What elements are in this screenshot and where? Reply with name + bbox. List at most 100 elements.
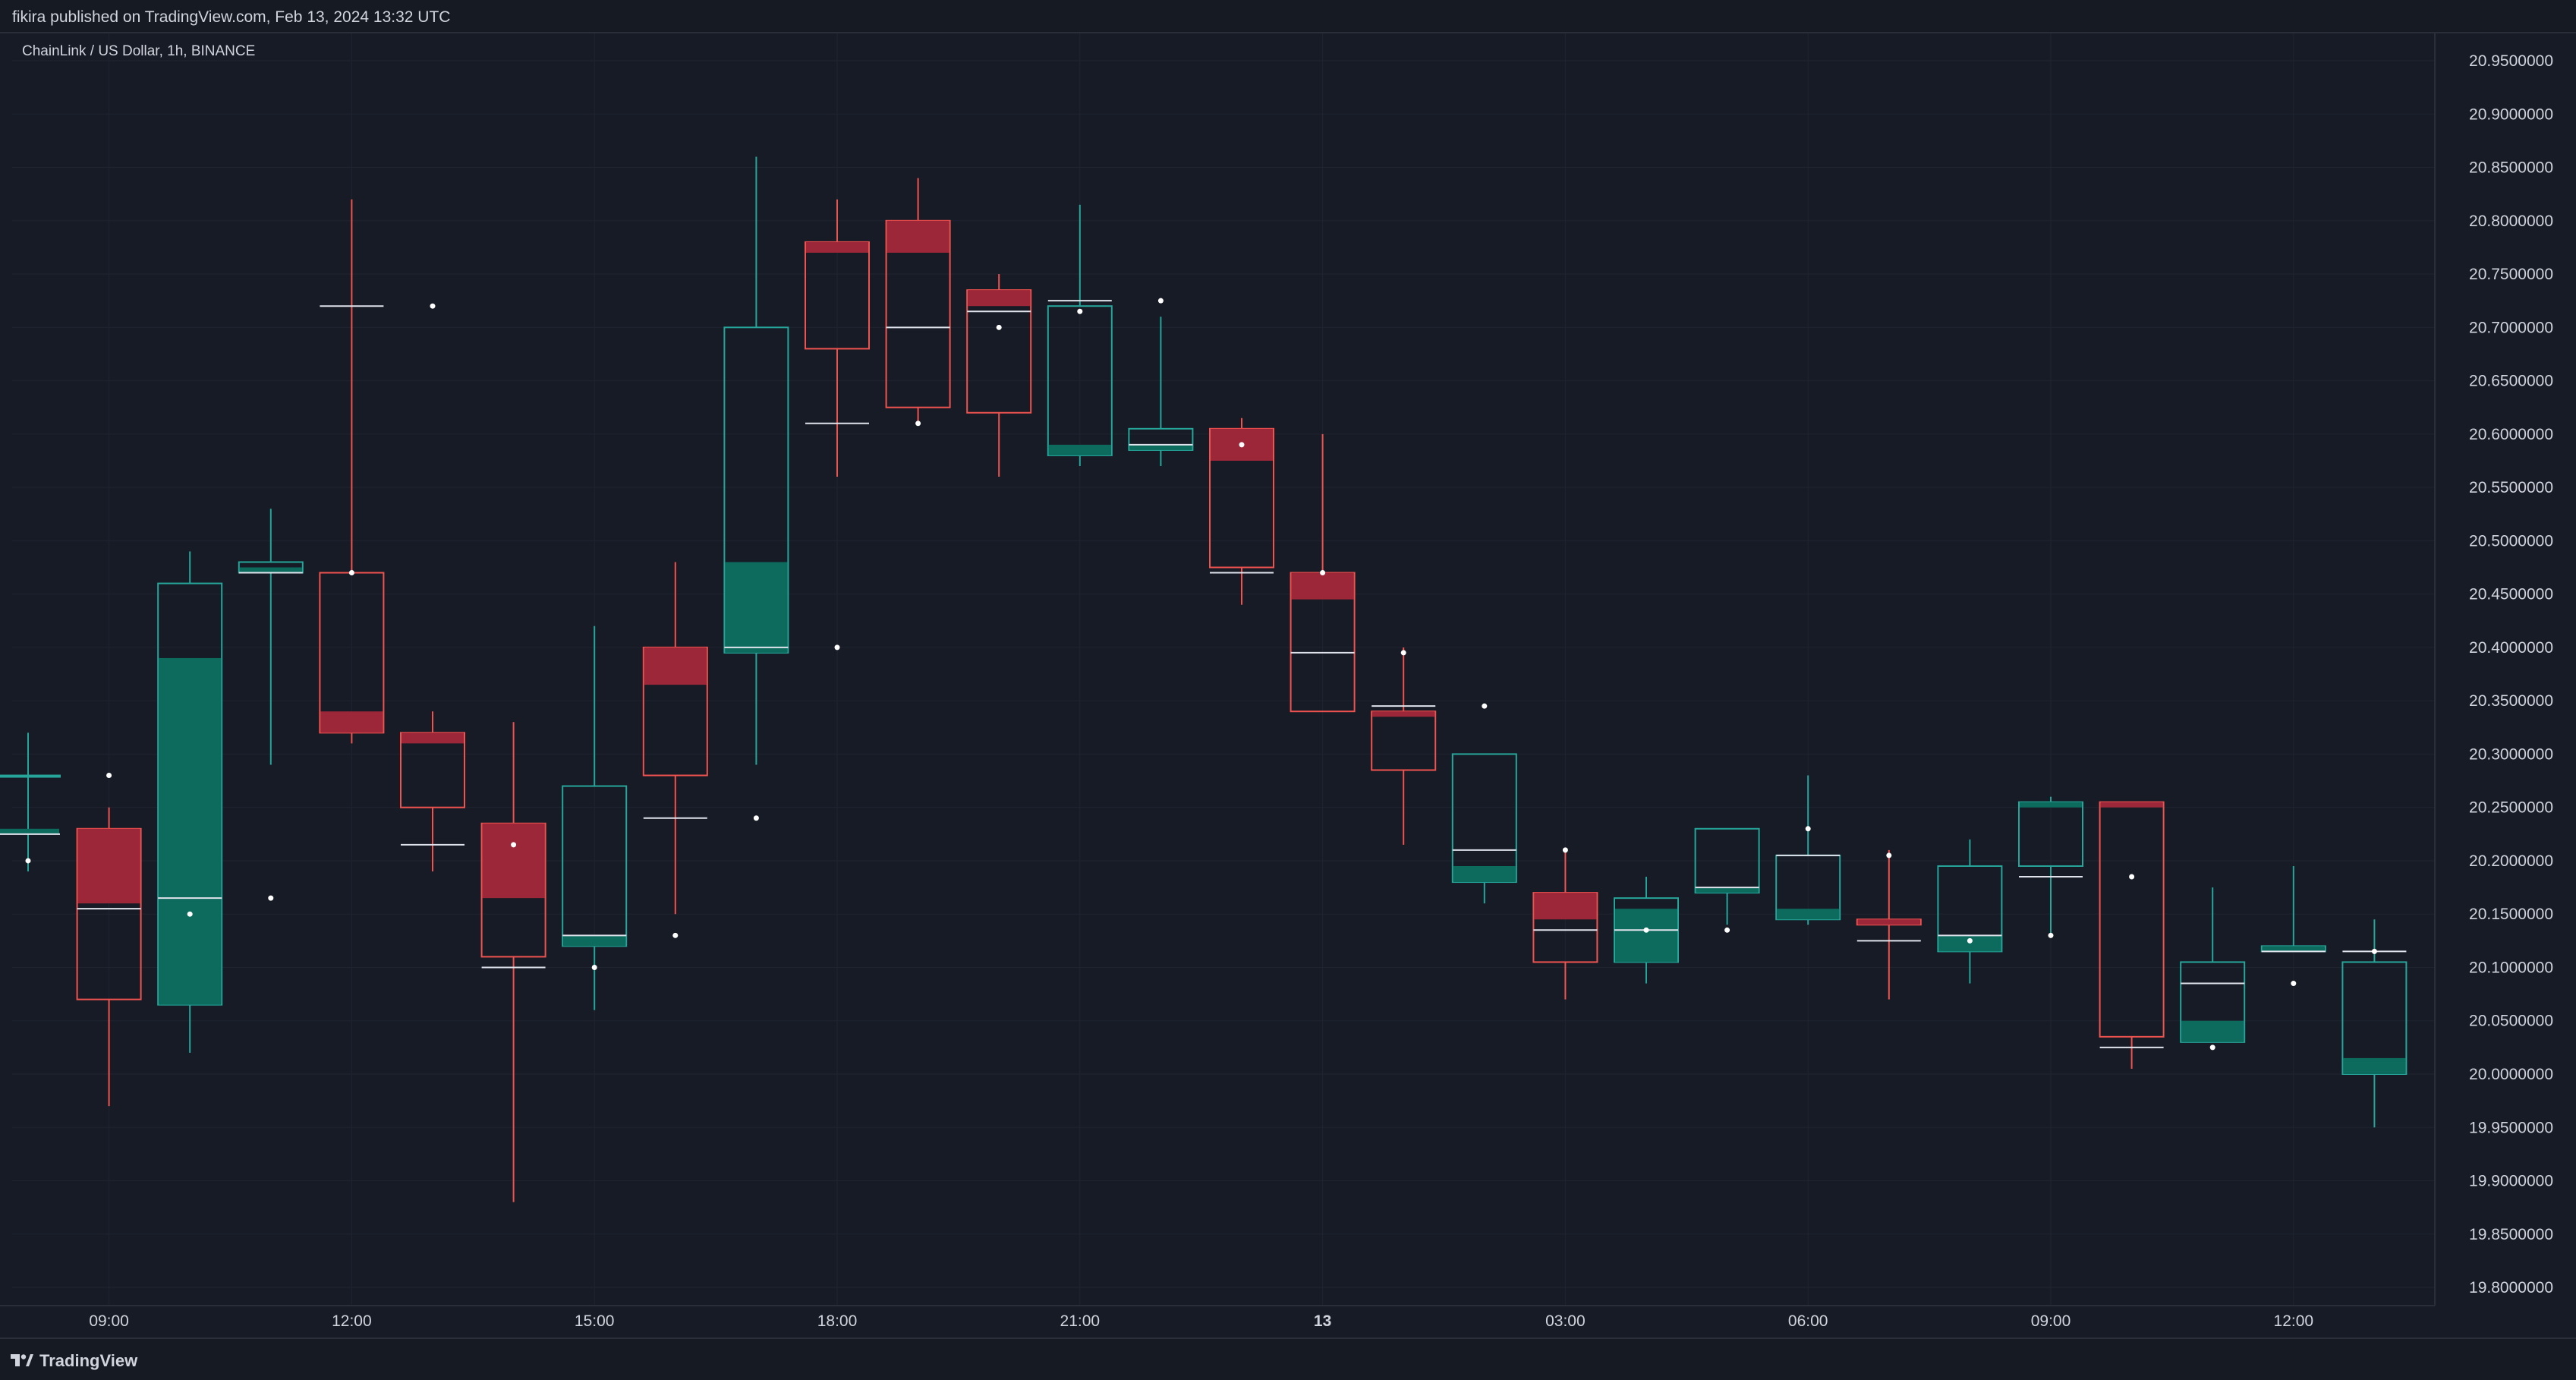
prev-close-marker — [1400, 650, 1406, 656]
price-tick-label: 20.2500000 — [2469, 799, 2553, 817]
prev-close-marker — [996, 324, 1002, 330]
price-tick-label: 20.1500000 — [2469, 906, 2553, 923]
symbol-title: ChainLink / US Dollar, 1h, BINANCE — [22, 43, 256, 59]
tradingview-logo-icon — [11, 1354, 33, 1366]
prev-close-marker — [2048, 932, 2054, 938]
prev-close-marker — [1724, 927, 1730, 933]
price-tick-label: 20.5500000 — [2469, 479, 2553, 496]
prev-close-marker — [1077, 308, 1083, 314]
prev-close-marker — [268, 895, 274, 901]
prev-close-marker — [511, 842, 517, 848]
candle-fill — [806, 241, 868, 253]
candle-fill — [1615, 909, 1677, 963]
price-tick-label: 19.8000000 — [2469, 1279, 2553, 1297]
prev-close-marker — [1157, 298, 1164, 304]
price-tick-label: 20.6500000 — [2469, 373, 2553, 390]
time-tick-label: 15:00 — [575, 1312, 615, 1330]
candle-fill — [725, 562, 788, 653]
publish-header: fikira published on TradingView.com, Feb… — [0, 0, 2576, 33]
price-tick-label: 20.7500000 — [2469, 266, 2553, 283]
prev-close-marker — [672, 932, 679, 938]
price-tick-label: 20.4500000 — [2469, 586, 2553, 603]
price-tick-label: 20.8000000 — [2469, 213, 2553, 230]
time-tick-label: 13 — [1314, 1312, 1331, 1330]
candle-fill — [2343, 1057, 2406, 1074]
candle-body — [2180, 961, 2246, 1043]
price-tick-label: 19.9000000 — [2469, 1173, 2553, 1190]
prev-close-marker — [1967, 937, 1973, 944]
price-tick-label: 20.1000000 — [2469, 959, 2553, 976]
time-tick-label: 09:00 — [2031, 1312, 2071, 1330]
publish-line: fikira published on TradingView.com, Feb… — [12, 8, 451, 26]
time-tick-label: 12:00 — [2274, 1312, 2314, 1330]
candle-fill — [968, 290, 1031, 307]
candle-fill — [320, 711, 383, 733]
price-tick-label: 20.0000000 — [2469, 1066, 2553, 1083]
prev-close-marker — [348, 570, 354, 576]
prev-close-marker — [834, 644, 840, 651]
candle-body — [1128, 427, 1194, 451]
prev-close-marker — [2371, 948, 2377, 954]
candlestick-chart[interactable]: 20.9500000 20.9000000 20.8500000 20.8000000… — [0, 0, 2576, 1337]
candle-fill — [2262, 946, 2325, 952]
price-tick-label: 20.9000000 — [2469, 106, 2553, 123]
prev-close-marker — [2209, 1044, 2215, 1051]
candle-fill — [1857, 919, 1920, 925]
candle-fill — [0, 828, 59, 834]
price-tick-label: 20.9500000 — [2469, 52, 2553, 70]
candle-fill — [1129, 444, 1192, 450]
candle-fill — [2020, 802, 2082, 808]
candle-fill — [2100, 802, 2163, 808]
price-tick-label: 20.7000000 — [2469, 319, 2553, 336]
price-tick-label: 19.9500000 — [2469, 1119, 2553, 1136]
time-tick-label: 18:00 — [817, 1312, 858, 1330]
price-tick-label: 20.6000000 — [2469, 426, 2553, 443]
prev-close-marker — [187, 911, 193, 917]
price-tick-label: 20.3000000 — [2469, 745, 2553, 763]
footer-bar: TradingView — [0, 1337, 2576, 1380]
candle-fill — [1048, 444, 1111, 455]
prev-close-marker — [915, 421, 921, 427]
time-tick-label: 06:00 — [1788, 1312, 1828, 1330]
candle-fill — [482, 823, 545, 899]
candle-body — [0, 774, 61, 778]
candle-fill — [77, 828, 140, 904]
candle-fill — [1291, 572, 1354, 600]
prev-close-marker — [1805, 826, 1811, 832]
tradingview-logo[interactable]: TradingView — [11, 1351, 137, 1371]
prev-close-marker — [1643, 927, 1649, 933]
candle-fill — [159, 657, 222, 1005]
candle-body — [1047, 305, 1113, 456]
candle-fill — [1372, 711, 1435, 717]
candle-body — [2341, 961, 2408, 1076]
price-tick-label: 20.5000000 — [2469, 532, 2553, 550]
candle-fill — [1534, 893, 1597, 920]
prev-close-marker — [1886, 852, 1892, 859]
candle-fill — [1453, 865, 1516, 883]
price-tick-label: 19.8500000 — [2469, 1226, 2553, 1243]
prev-close-marker — [430, 303, 436, 309]
time-tick-label: 03:00 — [1545, 1312, 1586, 1330]
prev-close-marker — [1320, 570, 1326, 576]
candle-fill — [1777, 909, 1840, 920]
candle-fill — [886, 220, 949, 253]
candle-fill — [563, 935, 626, 947]
price-tick-label: 20.2000000 — [2469, 852, 2553, 870]
footer-brand: TradingView — [39, 1351, 138, 1370]
candle-body — [1451, 753, 1517, 884]
candle-fill — [644, 647, 707, 685]
price-tick-label: 20.3500000 — [2469, 692, 2553, 710]
candle-fill — [239, 567, 302, 573]
prev-close-marker — [753, 815, 759, 821]
prev-close-marker — [106, 773, 112, 779]
prev-close-marker — [1482, 703, 1488, 709]
candle-fill — [1938, 935, 2001, 952]
prev-close-marker — [1239, 442, 1245, 448]
prev-close-marker — [591, 964, 597, 970]
price-tick-label: 20.8500000 — [2469, 159, 2553, 177]
time-tick-label: 09:00 — [89, 1312, 129, 1330]
candle-fill — [1696, 887, 1759, 893]
time-tick-label: 12:00 — [332, 1312, 372, 1330]
candle-body — [2099, 801, 2165, 1038]
prev-close-marker — [1562, 847, 1568, 853]
